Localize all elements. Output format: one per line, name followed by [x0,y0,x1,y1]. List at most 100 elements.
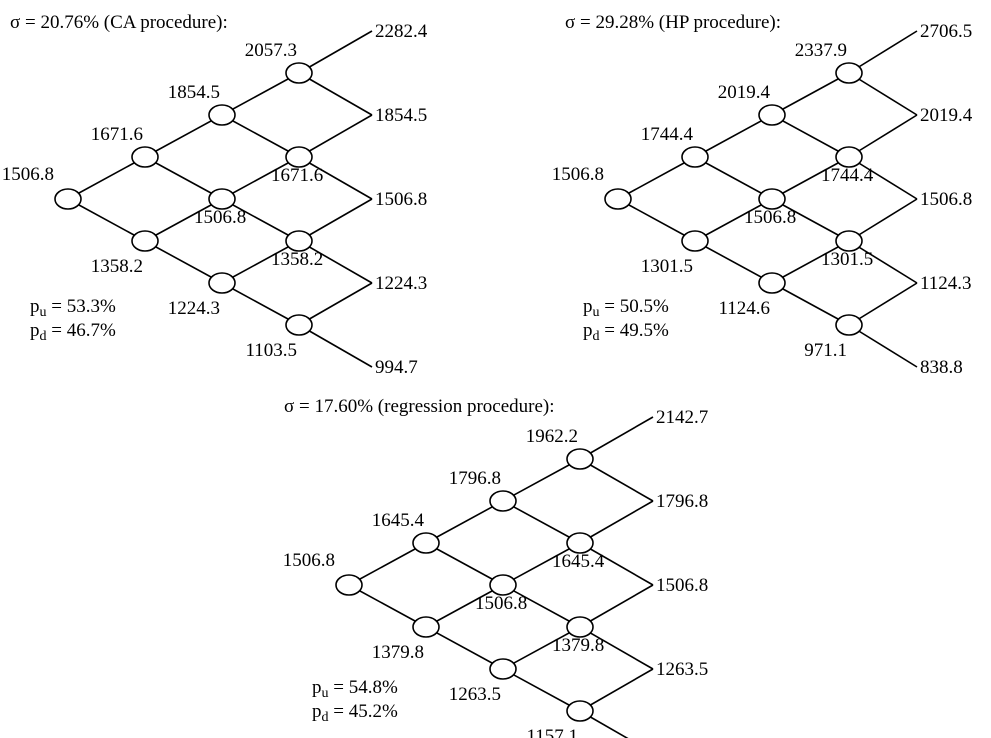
tree-node [208,188,236,210]
leaf-value-label: 1124.3 [920,273,972,294]
prob-up-label: pu = 53.3% [30,296,116,320]
node-value-label: 1379.8 [552,635,604,656]
node-value-label: 1103.5 [245,340,297,361]
tree-node [335,574,363,596]
prob-value: 50.5% [620,296,669,317]
tree-node [489,658,517,680]
prob-subscript: u [322,686,329,701]
edge-down [67,198,146,242]
edge-up [67,156,146,200]
node-value-label: 1744.4 [821,165,874,186]
tree-node [566,700,594,722]
tree-node [835,230,863,252]
tree-node [285,62,313,84]
node-value-label: 1645.4 [552,551,605,572]
edge-up [425,584,504,628]
edge-up [694,198,773,242]
node-value-label: 2019.4 [718,82,771,103]
edge-up [617,156,696,200]
tree-node [835,62,863,84]
edge-up [348,542,427,586]
edge-down [425,626,504,670]
prob-value: 53.3% [67,296,116,317]
edge-up [502,626,581,670]
edge-down [144,240,223,284]
tree-node [758,104,786,126]
edge-down [694,240,773,284]
leaf-value-label: 1854.5 [375,105,427,126]
edge-down [771,198,850,242]
prob-subscript: d [593,329,600,344]
node-value-label: 1358.2 [91,256,143,277]
tree-title: σ = 17.60% (regression procedure): [284,396,555,417]
node-value-label: 1358.2 [271,249,323,270]
edge-down [348,584,427,628]
prob-value: 49.5% [620,320,669,341]
node-value-label: 1506.8 [552,164,604,185]
leaf-value-label: 1796.8 [656,491,708,512]
leaf-value-label: 994.7 [375,357,418,378]
tree-node [489,574,517,596]
edge-down [298,240,373,284]
tree-node [758,272,786,294]
tree-node [285,314,313,336]
edge-up [425,500,504,544]
tree-node [758,188,786,210]
tree-node [412,616,440,638]
edge-down [221,114,300,158]
edge-up [771,156,850,200]
edge-up [221,240,300,284]
prob-symbol: p [30,296,40,317]
prob-symbol: p [312,677,322,698]
edge-up [502,458,581,502]
leaf-value-label: 1224.3 [375,273,427,294]
edge-down [298,156,373,200]
prob-up-label: pu = 50.5% [583,296,669,320]
tree-3: σ = 17.60% (regression procedure): 1506.8… [283,396,708,738]
tree-title: σ = 29.28% (HP procedure): [565,12,781,33]
prob-equals: = [600,296,620,317]
node-value-label: 1506.8 [283,550,335,571]
node-value-label: 1224.3 [168,298,220,319]
tree-node [285,146,313,168]
leaf-value-label: 1506.8 [920,189,972,210]
tree-node [566,532,594,554]
edge-up [848,114,918,158]
leaf-value-label: 1506.8 [375,189,427,210]
edge-down [144,156,223,200]
edge-down [694,156,773,200]
edge-down [771,114,850,158]
edge-down [502,668,581,712]
leaf-value-label: 2706.5 [920,21,972,42]
tree-node [566,616,594,638]
prob-symbol: p [30,320,40,341]
edge-up [221,72,300,116]
node-value-label: 1124.6 [718,298,770,319]
prob-equals: = [47,320,67,341]
prob-value: 54.8% [349,677,398,698]
edge-up [771,72,850,116]
edge-up [579,584,654,628]
edge-up [694,114,773,158]
tree-node [681,146,709,168]
node-value-label: 1506.8 [194,207,246,228]
prob-subscript: u [593,305,600,320]
tree-node [681,230,709,252]
edge-down [848,72,918,116]
edge-up [144,114,223,158]
tree-node [208,104,236,126]
prob-symbol: p [583,296,593,317]
node-value-label: 1796.8 [449,468,501,489]
node-value-label: 1744.4 [641,124,694,145]
edge-down [848,240,918,284]
leaf-value-label: 2282.4 [375,21,428,42]
edge-down [579,626,654,670]
edge-down [848,156,918,200]
node-value-label: 2337.9 [795,40,847,61]
node-value-label: 1854.5 [168,82,220,103]
edge-down [579,542,654,586]
node-value-label: 971.1 [804,340,847,361]
node-value-label: 1379.8 [372,642,424,663]
node-value-label: 1301.5 [821,249,873,270]
